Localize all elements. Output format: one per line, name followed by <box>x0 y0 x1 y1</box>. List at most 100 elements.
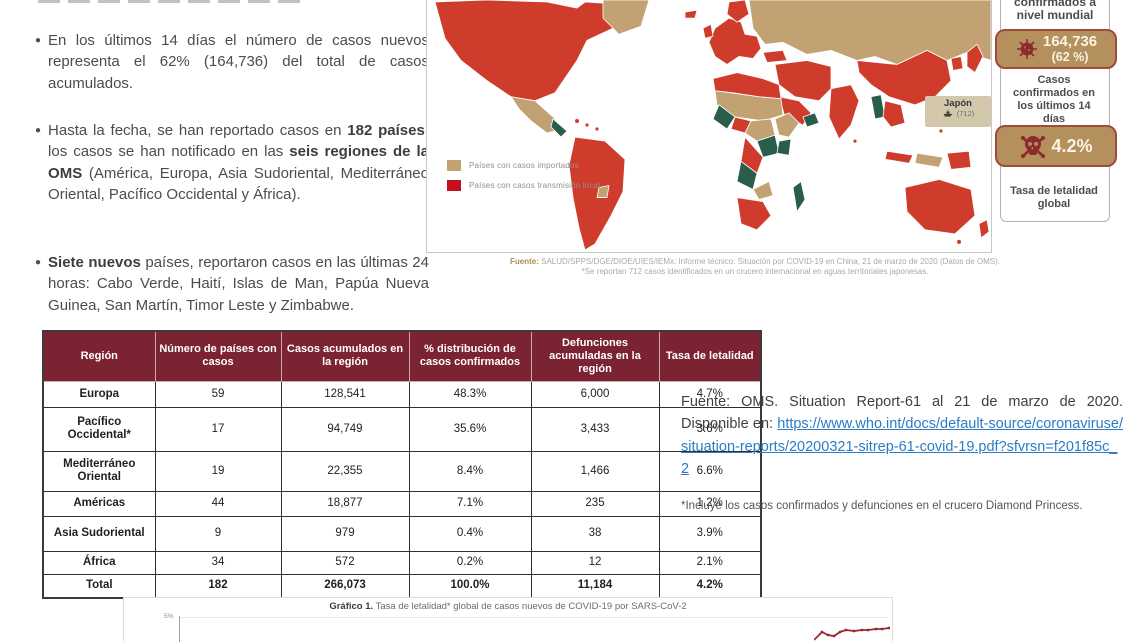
who-source-block: Fuente: OMS. Situation Report-61 al 21 d… <box>681 391 1123 481</box>
cell-tasa: 1.2% <box>658 490 762 517</box>
cell-dist: 0.4% <box>408 515 532 552</box>
lethality-badge: 4.2% <box>995 125 1117 167</box>
world-confirmed-label: confirmados a nivel mundial <box>1001 0 1109 21</box>
who-source-prefix: Fuente: OMS. Situation Report-61 al 21 d… <box>681 394 1123 433</box>
y-axis-tick-label: 5% <box>164 613 174 620</box>
confirmed-14days-badge: 164,736 (62 %) <box>995 29 1117 69</box>
map-legend: Países con casos importados Países con c… <box>447 160 600 200</box>
skull-crossbones-icon <box>1021 136 1046 158</box>
top-gridline <box>180 617 888 618</box>
col-header-defunciones: Defunciones acumuladas en la región <box>530 330 660 382</box>
cell-dist: 0.2% <box>408 550 532 575</box>
world-map-panel: Países con casos importados Países con c… <box>426 0 992 253</box>
cell-dist: 8.4% <box>408 450 532 492</box>
cell-paises: 17 <box>154 406 282 452</box>
col-header-distribucion: % distribución de casos confirmados <box>408 330 532 382</box>
cell-casos: 128,541 <box>280 380 410 408</box>
confirmed-14days-label: Casos confirmados en los últimos 14 días <box>1013 74 1095 125</box>
cell-casos: 94,749 <box>280 406 410 452</box>
col-header-tasa: Tasa de letalidad <box>658 330 762 382</box>
world-map-image <box>434 0 991 251</box>
lethality-rate-value: 4.2% <box>1051 135 1093 156</box>
confirmed-14days-value: 164,736 <box>1042 33 1098 50</box>
bullet-text: Hasta la fecha, se han reportado casos e… <box>48 120 429 205</box>
cell-def: 1,466 <box>530 450 660 492</box>
col-header-paises: Número de países con casos <box>154 330 282 382</box>
bullet-text-segment: países, reportaron casos en las últimas … <box>48 254 429 314</box>
japan-callout-value: (712) <box>956 109 975 118</box>
cell-paises: 44 <box>154 490 282 517</box>
local-transmission-color-swatch <box>447 180 461 191</box>
cell-def: 11,184 <box>530 573 660 599</box>
cell-def: 38 <box>530 515 660 552</box>
cruise-ship-icon <box>943 110 953 117</box>
chart-title-number: Gráfico 1. <box>329 601 374 612</box>
imported-color-swatch <box>447 160 461 171</box>
cell-def: 6,000 <box>530 380 660 408</box>
table-row: Pacífico Occidental* 17 94,749 35.6% 3,433 3.… <box>42 406 762 452</box>
bullet-text: Siete nuevos países, reportaron casos en… <box>48 252 429 316</box>
legend-item-local: Países con casos transmisión local <box>447 180 600 191</box>
cell-region: Total <box>42 573 156 599</box>
cell-tasa: 4.7% <box>658 380 762 408</box>
who-report-link[interactable]: https://www.who.int/docs/default-source/… <box>681 416 1123 478</box>
chart-title-text: Tasa de letalidad* global de casos nuevo… <box>373 601 687 612</box>
table-row: Américas 44 18,877 7.1% 235 1.2% <box>42 490 762 517</box>
cell-paises: 182 <box>154 573 282 599</box>
cell-casos: 18,877 <box>280 490 410 517</box>
bullet-item-new-cases: ● En los últimos 14 días el número de ca… <box>35 30 429 94</box>
cell-casos: 266,073 <box>280 573 410 599</box>
lethality-chart-panel: Gráfico 1. Tasa de letalidad* global de … <box>123 597 893 642</box>
cell-tasa: 6.6% <box>658 450 762 492</box>
cell-region: Mediterráneo Oriental <box>42 450 156 492</box>
bullet-item-countries: ● Hasta la fecha, se han reportado casos… <box>35 120 429 205</box>
legend-label: Países con casos transmisión local <box>469 181 601 190</box>
cell-region: Asia Sudoriental <box>42 515 156 552</box>
virus-icon <box>1016 39 1037 59</box>
diamond-princess-footnote: *Incluye los casos confirmados y defunci… <box>681 500 1083 512</box>
cell-paises: 34 <box>154 550 282 575</box>
col-header-casos: Casos acumulados en la región <box>280 330 410 382</box>
bullet-item-new-countries: ● Siete nuevos países, reportaron casos … <box>35 252 429 316</box>
cell-paises: 59 <box>154 380 282 408</box>
cell-dist: 35.6% <box>408 406 532 452</box>
table-row: Asia Sudoriental 9 979 0.4% 38 3.9% <box>42 515 762 552</box>
map-source-caption: Fuente: SALUD/SPPS/DGE/DIOE/UIES/IEMx: I… <box>455 257 1055 277</box>
bullet-icon: ● <box>35 35 42 46</box>
map-source-line2: *Se reportan 712 casos identificados en … <box>581 267 929 276</box>
world-confirmed-label-line1: confirmados a <box>1013 0 1097 9</box>
cell-region: Europa <box>42 380 156 408</box>
bullet-icon: ● <box>35 257 42 268</box>
cell-region: África <box>42 550 156 575</box>
table-total-row: Total 182 266,073 100.0% 11,184 4.2% <box>42 573 762 599</box>
bullet-icon: ● <box>35 125 42 136</box>
confirmed-14days-percent: (62 %) <box>1051 50 1089 64</box>
cell-def: 235 <box>530 490 660 517</box>
cell-casos: 572 <box>280 550 410 575</box>
bullet-bold-segment: Siete nuevos <box>48 254 141 271</box>
table-row: África 34 572 0.2% 12 2.1% <box>42 550 762 575</box>
who-source-text: Fuente: OMS. Situation Report-61 al 21 d… <box>681 391 1123 481</box>
lethality-line-series <box>814 626 890 641</box>
bullet-text-segment: (América, Europa, Asia Sudoriental, Medi… <box>48 164 429 203</box>
lethality-label: Tasa de letalidad global <box>1010 185 1098 210</box>
cell-dist: 48.3% <box>408 380 532 408</box>
table-row: Mediterráneo Oriental 19 22,355 8.4% 1,466 6.… <box>42 450 762 492</box>
bullet-text: En los últimos 14 días el número de caso… <box>48 30 429 94</box>
y-axis-line <box>179 616 180 642</box>
table-header-row: Región Número de países con casos Casos … <box>42 330 762 382</box>
clipped-text-line <box>38 0 300 3</box>
bullet-bold-segment: 182 países <box>347 122 425 139</box>
cell-dist: 100.0% <box>408 573 532 599</box>
legend-label: Países con casos importados <box>469 161 579 170</box>
bullet-text-segment: Hasta la fecha, se han reportado casos e… <box>48 122 348 139</box>
bullet-text-segment: En los últimos 14 días el número de caso… <box>48 32 429 92</box>
cell-paises: 9 <box>154 515 282 552</box>
japan-callout: Japón (712) <box>925 96 991 127</box>
legend-item-imported: Países con casos importados <box>447 160 600 171</box>
cell-casos: 22,355 <box>280 450 410 492</box>
cell-tasa: 3.9% <box>658 515 762 552</box>
cell-tasa: 4.2% <box>658 573 762 599</box>
cell-paises: 19 <box>154 450 282 492</box>
cell-def: 3,433 <box>530 406 660 452</box>
